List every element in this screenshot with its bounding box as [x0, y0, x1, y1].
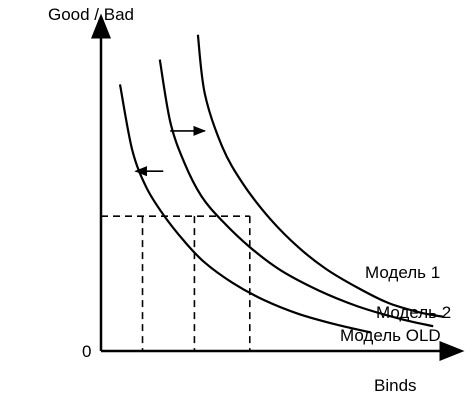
series-label-model-1: Модель 1 [365, 263, 440, 282]
y-axis-label: Good / Bad [48, 5, 134, 24]
series-label-model-old: Модель OLD [340, 326, 441, 345]
x-axis-label: Binds [374, 376, 417, 395]
curve-line-0 [118, 84, 372, 334]
axes [91, 13, 465, 361]
curve-line-2 [196, 34, 444, 318]
shift-arrows [134, 125, 207, 177]
origin-label: 0 [82, 342, 91, 361]
reference-guides [101, 215, 251, 351]
curve-line-1 [158, 59, 434, 328]
indifference-curves [118, 34, 444, 334]
series-label-model-2: Модель 2 [376, 303, 451, 322]
